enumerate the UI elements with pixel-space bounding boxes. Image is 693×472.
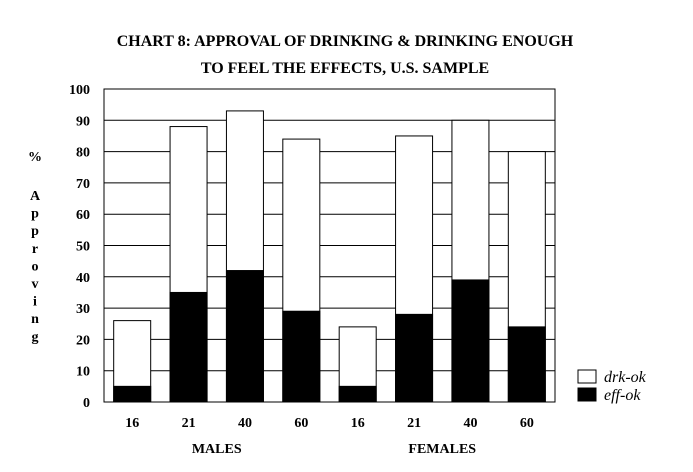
y-axis-label-letter: r — [32, 242, 38, 257]
y-axis-label-letter: n — [31, 312, 39, 327]
y-axis-label-letter: p — [31, 224, 39, 239]
chart-title-line-1: CHART 8: APPROVAL OF DRINKING & DRINKING… — [117, 33, 574, 50]
chart-title-line-2: TO FEEL THE EFFECTS, U.S. SAMPLE — [201, 60, 489, 77]
legend-label-drk-ok: drk-ok — [604, 369, 647, 386]
y-tick-label: 10 — [76, 365, 90, 380]
x-tick-label: 16 — [125, 416, 139, 431]
bar-eff-ok-0 — [113, 385, 152, 403]
y-tick-label: 40 — [76, 271, 90, 286]
legend-swatch-eff-ok — [577, 387, 597, 402]
y-axis-label-letter: g — [32, 330, 39, 345]
x-axis-ticks: 16 21 40 60 16 21 40 60 — [125, 416, 534, 431]
x-tick-label: 16 — [351, 416, 365, 431]
y-tick-label: 100 — [69, 83, 90, 98]
x-tick-label: 60 — [520, 416, 534, 431]
bars — [113, 110, 546, 403]
bar-eff-ok-3 — [282, 310, 321, 403]
y-axis-ticks: 0 10 20 30 40 50 60 70 80 90 100 — [69, 83, 90, 411]
x-tick-label: 40 — [238, 416, 252, 431]
y-axis-unit: % — [28, 150, 42, 165]
bar-eff-ok-7 — [507, 326, 546, 403]
bar-eff-ok-1 — [169, 291, 208, 403]
y-tick-label: 70 — [76, 177, 90, 192]
y-tick-label: 50 — [76, 240, 90, 255]
y-tick-label: 0 — [83, 396, 90, 411]
x-tick-label: 60 — [294, 416, 308, 431]
y-tick-label: 60 — [76, 208, 90, 223]
y-axis-label-letter: A — [30, 189, 41, 204]
x-axis-groups: MALES FEMALES — [192, 442, 476, 457]
y-tick-label: 30 — [76, 302, 90, 317]
y-axis-label-letter: v — [32, 277, 39, 292]
y-tick-label: 90 — [76, 114, 90, 129]
y-axis-label-letter: p — [31, 207, 39, 222]
bar-eff-ok-2 — [225, 270, 264, 403]
x-tick-label: 40 — [463, 416, 477, 431]
y-tick-label: 20 — [76, 333, 90, 348]
plot-frame — [103, 88, 556, 403]
bar-eff-ok-6 — [451, 279, 490, 403]
y-axis-label-letter: o — [32, 259, 39, 274]
x-tick-label: 21 — [182, 416, 196, 431]
x-group-label: MALES — [192, 442, 242, 457]
y-axis-label-letter: i — [33, 295, 37, 310]
x-tick-label: 21 — [407, 416, 421, 431]
bar-eff-ok-5 — [395, 313, 434, 403]
x-group-label: FEMALES — [408, 442, 476, 457]
legend-label-eff-ok: eff-ok — [604, 387, 641, 404]
legend-swatch-drk-ok — [577, 369, 597, 384]
y-tick-label: 80 — [76, 146, 90, 161]
bar-eff-ok-4 — [338, 385, 377, 403]
